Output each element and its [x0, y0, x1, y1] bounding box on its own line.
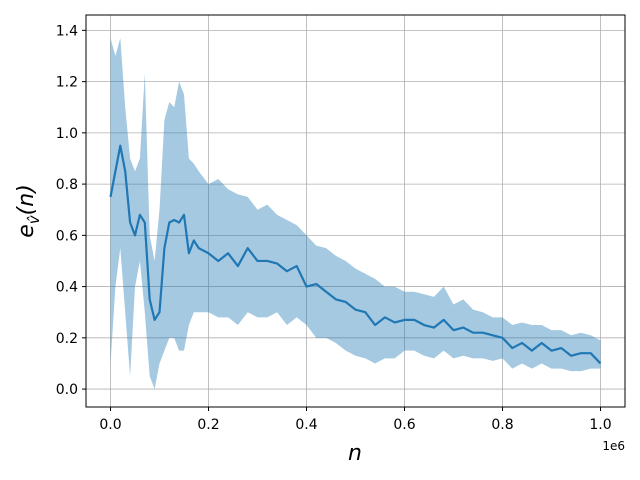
y-label-base: e: [14, 224, 39, 238]
y-tick-label: 0.2: [56, 331, 78, 347]
mean-line: [109, 144, 602, 365]
y-tick-label: 0.4: [56, 280, 78, 296]
y-tick-label: 0.6: [56, 228, 78, 244]
y-label-sub: v̂: [25, 214, 43, 224]
confidence-band: [110, 38, 601, 390]
y-label-tail: (n): [14, 184, 39, 215]
x-tick-label: 1.0: [589, 417, 611, 433]
x-axis-label: n: [348, 441, 362, 466]
x-tick-label: 0.4: [295, 417, 317, 433]
y-tick-label: 0.8: [56, 177, 78, 193]
y-tick-label: 1.0: [56, 126, 78, 142]
x-tick-label: 0.2: [197, 417, 219, 433]
x-tick-label: 0.6: [393, 417, 415, 433]
x-tick-label: 0.0: [99, 417, 121, 433]
x-offset-label: 1e6: [602, 439, 625, 453]
x-tick-label: 0.8: [491, 417, 513, 433]
plot-frame: [85, 14, 626, 408]
y-axis-label: ev̂(n): [14, 184, 43, 238]
y-tick-label: 1.2: [56, 75, 78, 91]
y-tick-label: 0.0: [56, 382, 78, 398]
y-tick-label: 1.4: [56, 23, 78, 39]
